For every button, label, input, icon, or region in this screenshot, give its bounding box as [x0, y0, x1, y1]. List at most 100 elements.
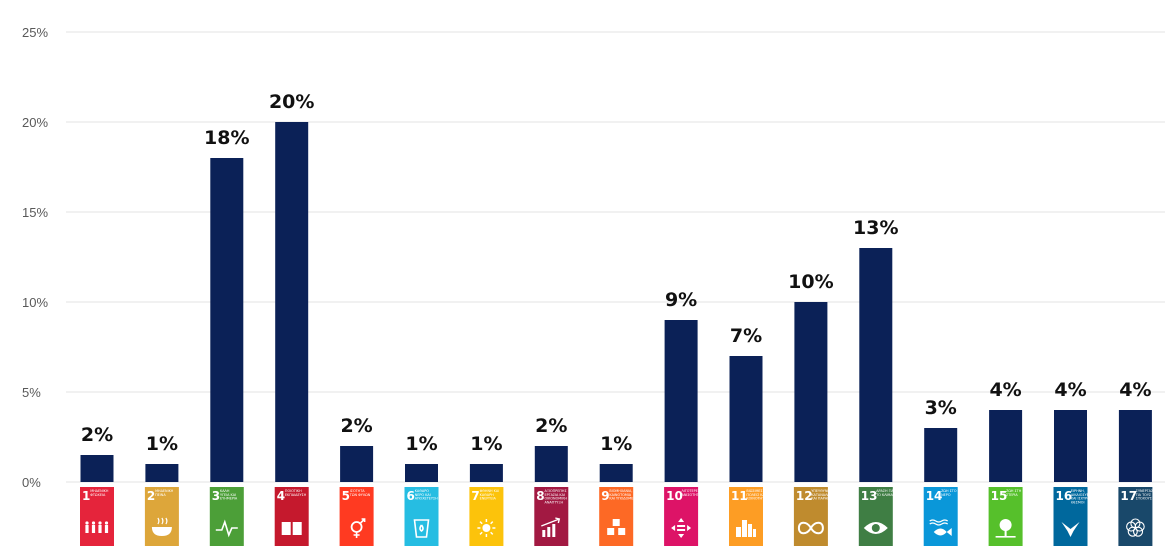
- sdg-tile-number: 8: [536, 489, 544, 503]
- bar: [859, 248, 893, 482]
- fish-icon: [929, 519, 952, 536]
- sdg-tile-number: 12: [796, 489, 813, 503]
- sdg-tile-label-line: ΖΩΗ ΣΤΗ: [1006, 489, 1022, 493]
- sdg-tile-number: 6: [407, 489, 415, 503]
- bar: [80, 455, 114, 482]
- tree-icon: [995, 519, 1016, 538]
- sdg-tile-number: 10: [666, 489, 683, 503]
- y-tick-label: 15%: [22, 205, 48, 220]
- data-label: 7%: [730, 325, 762, 347]
- sdg-tile-label-line: ΚΑΙ ΥΠΟΔΟΜΕΣ: [609, 497, 635, 501]
- sdg-tile-label-line: ΕΚΠΑΙΔΕΥΣΗ: [285, 493, 307, 497]
- data-label: 9%: [665, 289, 697, 311]
- sdg-tile-label-line: ΘΕΣΜΟΙ: [1071, 500, 1085, 504]
- sdg-tile-label-line: ΜΗΔΕΝΙΚΗ: [90, 489, 109, 493]
- sdg-tile-label-line: ΑΞΙΟΠΡΕΠΗΣ: [545, 489, 567, 493]
- book-icon: [281, 522, 302, 535]
- sdg-tile-label-line: ΣΤΟΧΟΥΣ: [1136, 497, 1152, 501]
- sdg-tile-number: 2: [147, 489, 155, 503]
- sdg-tile-background: [793, 487, 828, 546]
- bar: [469, 464, 503, 482]
- data-label: 1%: [600, 433, 632, 455]
- sdg-tile-background: [599, 487, 634, 546]
- sdg-tile-label-line: ΚΑΤΑΝΑΛΩΣΗ: [811, 493, 835, 497]
- sdg-tile-background: [209, 487, 244, 546]
- sdg-tile-label-line: ΖΩΗ ΣΤΟ: [941, 489, 957, 493]
- data-label: 1%: [146, 433, 178, 455]
- sdg-tile-background: [1118, 487, 1153, 546]
- sdg-tile-label-line: ΣΤΕΡΙΑ: [1006, 493, 1018, 497]
- sdg-tile-label-line: ΤΩΝ ΦΥΛΩΝ: [349, 493, 371, 497]
- sdg-tile-background: [274, 487, 309, 546]
- data-label: 1%: [470, 433, 502, 455]
- bar: [275, 122, 309, 482]
- bar: [924, 428, 958, 482]
- sdg-tile-label-line: ΕΥΗΜΕΡΙΑ: [220, 497, 238, 501]
- sdg-tile-label-line: ΠΕΙΝΑ: [155, 493, 166, 497]
- heartbeat-icon: [215, 519, 238, 538]
- bar: [145, 464, 179, 482]
- sdg-tile-label-line: ΙΣΟΤΗΤΑ: [350, 489, 366, 493]
- sdg-tile-label-line: ΑΠΟΧΕΤΕΥΣΗ: [415, 497, 438, 501]
- sdg-tile-label-line: ΠΟΙΟΤΙΚΗ: [285, 489, 302, 493]
- sdg-tile-label-line: ΥΓΕΙΑ ΚΑΙ: [220, 493, 236, 497]
- cubes-icon: [607, 519, 626, 535]
- sun-icon: [477, 519, 496, 537]
- y-tick-label: 10%: [22, 295, 48, 310]
- sdg-tile-background: [144, 487, 179, 546]
- sdg-tile-label-line: ΕΝΕΡΓΕΙΑ: [480, 497, 497, 501]
- sdg-tile-label-line: ΒΙΩΣΙΜΕΣ: [746, 489, 762, 493]
- sdg-tile-background: [80, 487, 114, 546]
- flower-rings-icon: [1126, 518, 1145, 537]
- sdg-tile-label-line: ΚΑΙ ΙΣΧΥΡΟΙ: [1071, 497, 1091, 501]
- data-label: 3%: [925, 397, 957, 419]
- sdg-tile-label-line: ΕΡΓΑΣΙΑ ΚΑΙ: [545, 493, 565, 497]
- sdg-tile-label-line: ΣΥΝΕΡΓΑΣΙΑ: [1136, 489, 1157, 493]
- sdg-tile-label-line: ΟΙΚΟΝΟΜΙΚΗ: [545, 497, 568, 501]
- bar: [599, 464, 633, 482]
- data-label: 13%: [853, 217, 898, 239]
- sdg-tile-number: 3: [212, 489, 220, 503]
- sdg-tile-label-line: ΝΕΡΟ ΚΑΙ: [415, 493, 431, 497]
- sdg-tile-label-line: ΓΙΑ ΤΟΥΣ: [1136, 493, 1151, 497]
- data-label: 4%: [1119, 379, 1151, 401]
- bowl-icon: [151, 517, 172, 536]
- data-label: 18%: [204, 127, 249, 149]
- sdg-tile-label-line: ΚΑΙΝΟΤΟΜΙΑ: [609, 493, 631, 497]
- y-tick-label: 5%: [22, 385, 41, 400]
- sdg-tile-label-line: ΑΝΙΣΟΤΗΤΕΣ: [682, 493, 704, 497]
- sdg-tile-number: 11: [731, 489, 748, 503]
- data-label: 4%: [1054, 379, 1086, 401]
- sdg-tile-number: 15: [991, 489, 1008, 503]
- data-label: 20%: [269, 91, 314, 113]
- sdg-tile-number: 9: [601, 489, 609, 503]
- data-label: 10%: [788, 271, 833, 293]
- sdg-tile-label-line: ΚΑΘΑΡΟ: [415, 489, 430, 493]
- sdg-tile-label-line: ΦΤΩΧΕΙΑ: [90, 493, 106, 497]
- bar: [794, 302, 828, 482]
- sdg-tile-number: 16: [1056, 489, 1073, 503]
- bar: [340, 446, 374, 482]
- bar: [405, 464, 438, 482]
- people-icon: [85, 521, 109, 533]
- bar: [989, 410, 1023, 482]
- bar: [1054, 410, 1087, 482]
- infinity-icon: [797, 521, 824, 535]
- data-label: 4%: [989, 379, 1021, 401]
- sdg-tile-number: 7: [471, 489, 479, 503]
- bar: [210, 158, 244, 482]
- water-glass-icon: [413, 519, 430, 538]
- sdg-tile-label-line: ΚΟΙΝΟΤΗΤΕΣ: [746, 497, 768, 501]
